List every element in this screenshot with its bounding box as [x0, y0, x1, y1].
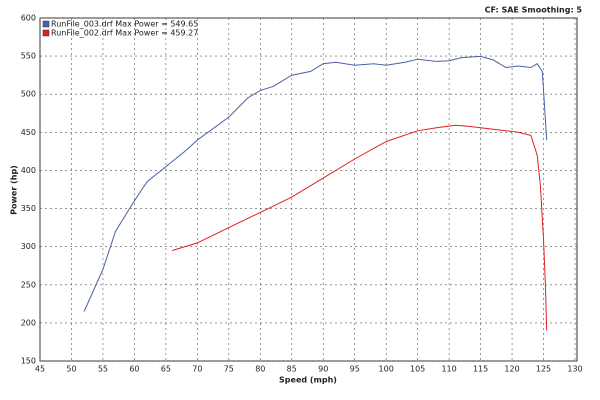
x-tick-label: 65	[161, 365, 171, 374]
x-tick-label: 100	[379, 365, 394, 374]
x-tick-label: 90	[318, 365, 328, 374]
y-tick-label: 550	[21, 52, 36, 61]
x-tick-label: 55	[98, 365, 108, 374]
y-tick-label: 250	[21, 280, 36, 289]
x-tick-label: 120	[504, 365, 519, 374]
y-tick-label: 150	[21, 357, 36, 366]
y-tick-label: 500	[21, 90, 36, 99]
y-tick-label: 400	[21, 166, 36, 175]
x-tick-label: 75	[224, 365, 234, 374]
x-tick-label: 125	[536, 365, 551, 374]
y-tick-label: 350	[21, 204, 36, 213]
legend-label: RunFile_003.drf Max Power = 549.65	[51, 20, 198, 29]
x-tick-label: 110	[441, 365, 456, 374]
series-line	[172, 124, 548, 331]
x-tick-label: 60	[129, 365, 139, 374]
x-tick-label: 85	[287, 365, 297, 374]
x-tick-label: 70	[192, 365, 202, 374]
x-tick-label: 115	[473, 365, 488, 374]
x-axis-label: Speed (mph)	[279, 376, 337, 385]
x-tick-label: 45	[35, 365, 45, 374]
x-tick-label: 130	[567, 365, 582, 374]
x-tick-label: 105	[410, 365, 425, 374]
chart-title: CF: SAE Smoothing: 5	[485, 6, 583, 15]
y-tick-label: 300	[21, 242, 36, 251]
legend-swatch	[42, 29, 50, 37]
y-tick-label: 450	[21, 128, 36, 137]
y-tick-label: 200	[21, 318, 36, 327]
legend-swatch	[42, 20, 50, 28]
plot-area	[39, 17, 578, 362]
y-tick-label: 600	[21, 14, 36, 23]
y-axis-label: Power (hp)	[10, 165, 19, 215]
x-tick-label: 80	[255, 365, 265, 374]
legend-label: RunFile_002.drf Max Power = 459.27	[51, 29, 198, 38]
series-line	[83, 55, 548, 312]
x-tick-label: 95	[350, 365, 360, 374]
x-tick-label: 50	[66, 365, 76, 374]
